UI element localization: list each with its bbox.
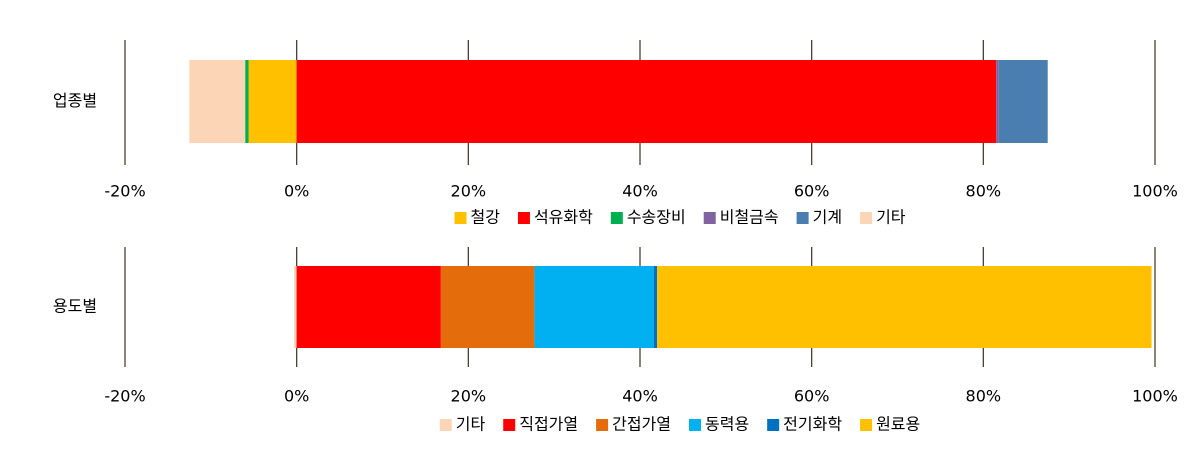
legend-label: 동력용 xyxy=(705,415,749,434)
legend-label: 철강 xyxy=(470,208,500,227)
bar-segment xyxy=(294,266,297,348)
legend-swatch xyxy=(454,212,467,224)
legend-swatch xyxy=(703,212,716,224)
bar-segment xyxy=(245,60,249,143)
legend-label: 기계 xyxy=(813,208,842,227)
x-tick-label: 60% xyxy=(794,182,830,201)
plot: -20% 0% 20% 40% 60% 80% 100% 용도별 xyxy=(53,247,1178,406)
legend-swatch xyxy=(596,419,609,431)
legend-label: 기타 xyxy=(456,415,486,434)
bar-segment xyxy=(657,266,1152,348)
x-tick-label: 100% xyxy=(1132,182,1178,201)
legend-label: 비철금속 xyxy=(720,208,779,227)
legend-label: 전기화학 xyxy=(783,415,842,434)
legend: 기타 직접가열 간접가열 동력용 전기화학 원료용 xyxy=(439,415,920,434)
x-tick-label: 0% xyxy=(284,387,309,406)
legend-label: 간접가열 xyxy=(612,415,671,434)
category-label: 용도별 xyxy=(53,297,97,316)
bar-segment xyxy=(440,266,535,348)
x-tick-label: 40% xyxy=(622,182,658,201)
bar-segment xyxy=(998,60,1048,143)
x-tick-label: 100% xyxy=(1132,387,1178,406)
legend-swatch xyxy=(689,419,701,431)
x-tick-label: 80% xyxy=(966,182,1002,201)
x-tick-label: 20% xyxy=(451,387,487,406)
x-tick-label: -20% xyxy=(104,387,145,406)
x-tick-label: 0% xyxy=(284,182,309,201)
legend-swatch xyxy=(860,212,873,224)
x-tick-label: 80% xyxy=(966,387,1002,406)
legend-swatch xyxy=(517,212,530,224)
bar-segment xyxy=(189,60,246,143)
bar-segment xyxy=(248,60,297,143)
x-tick-label: 60% xyxy=(794,387,830,406)
legend-label: 원료용 xyxy=(876,415,920,434)
plot: -20% 0% 20% 40% 60% 80% 100% 업종별 xyxy=(53,40,1178,201)
legend-swatch xyxy=(503,419,516,431)
legend: 철강 석유화학 수송장비 비철금속 기계 기타 xyxy=(454,208,906,227)
legend-label: 석유화학 xyxy=(534,208,593,227)
legend-swatch xyxy=(860,419,873,431)
category-label: 업종별 xyxy=(53,91,97,110)
legend-swatch xyxy=(439,419,452,431)
legend-label: 직접가열 xyxy=(519,415,578,434)
legend-label: 수송장비 xyxy=(627,208,686,227)
legend-swatch xyxy=(610,212,623,224)
bar-segment xyxy=(996,60,999,143)
x-tick-label: 20% xyxy=(451,182,487,201)
legend-label: 기타 xyxy=(876,208,906,227)
bar-segment xyxy=(296,60,997,143)
x-tick-label: 40% xyxy=(622,387,658,406)
bar-segment xyxy=(653,266,658,348)
x-tick-label: -20% xyxy=(104,182,145,201)
bar-segment xyxy=(296,266,441,348)
bar-segment xyxy=(534,266,654,348)
legend-swatch xyxy=(796,212,809,224)
legend-swatch xyxy=(767,419,780,431)
